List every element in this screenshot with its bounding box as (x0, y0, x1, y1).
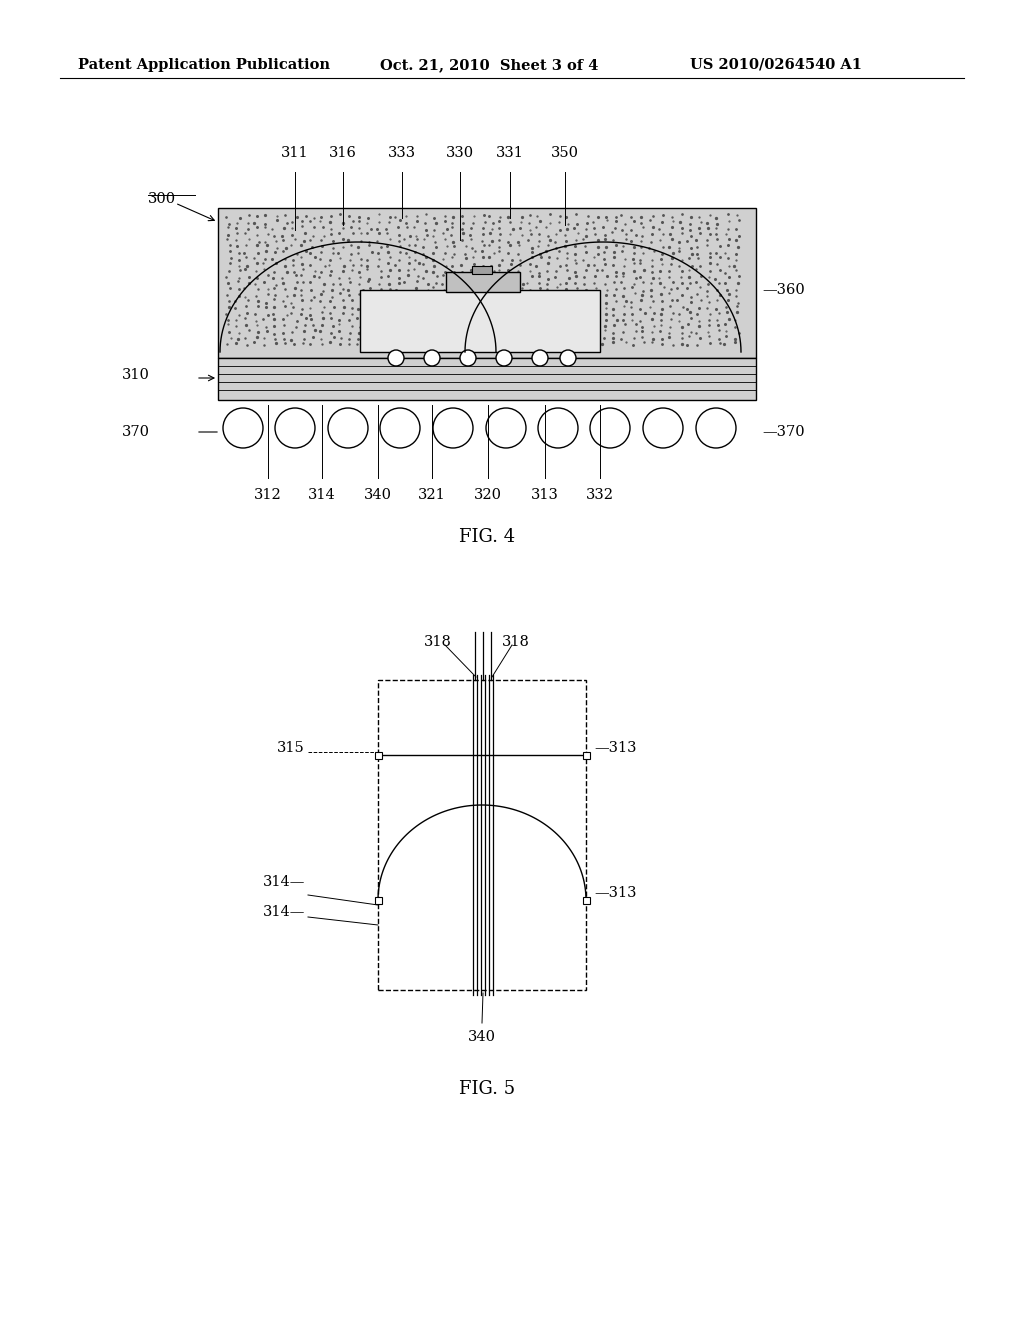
Text: 316: 316 (329, 147, 357, 160)
Circle shape (380, 408, 420, 447)
Text: 333: 333 (388, 147, 416, 160)
Bar (472, 267, 492, 275)
Circle shape (643, 408, 683, 447)
Text: US 2010/0264540 A1: US 2010/0264540 A1 (690, 58, 862, 73)
Text: 312: 312 (254, 488, 282, 502)
Text: FIG. 4: FIG. 4 (459, 528, 515, 546)
Circle shape (424, 350, 440, 366)
Text: 300: 300 (148, 191, 176, 206)
Text: 314—: 314— (262, 875, 305, 888)
Bar (378, 680, 586, 990)
Bar (446, 272, 520, 292)
Text: 314: 314 (308, 488, 336, 502)
Circle shape (275, 408, 315, 447)
Circle shape (590, 408, 630, 447)
Text: Oct. 21, 2010  Sheet 3 of 4: Oct. 21, 2010 Sheet 3 of 4 (380, 58, 598, 73)
Bar (218, 209, 756, 358)
Circle shape (328, 408, 368, 447)
Text: —313: —313 (594, 886, 637, 900)
Text: 332: 332 (586, 488, 614, 502)
Circle shape (460, 350, 476, 366)
Text: 318: 318 (424, 635, 452, 649)
Text: 350: 350 (551, 147, 579, 160)
Text: 340: 340 (468, 1030, 496, 1044)
Bar (360, 290, 600, 352)
Bar (375, 751, 382, 759)
Text: 370: 370 (122, 425, 150, 440)
Text: 315: 315 (278, 741, 305, 755)
Circle shape (486, 408, 526, 447)
Text: FIG. 5: FIG. 5 (459, 1080, 515, 1098)
Text: 310: 310 (122, 368, 150, 381)
Text: —360: —360 (762, 282, 805, 297)
Text: 331: 331 (496, 147, 524, 160)
Text: Patent Application Publication: Patent Application Publication (78, 58, 330, 73)
Bar (375, 896, 382, 903)
Circle shape (496, 350, 512, 366)
Text: 313: 313 (531, 488, 559, 502)
Text: 321: 321 (418, 488, 445, 502)
Text: 314—: 314— (262, 906, 305, 919)
Circle shape (532, 350, 548, 366)
Text: —313: —313 (594, 741, 637, 755)
Bar (218, 358, 756, 400)
Text: 330: 330 (445, 147, 474, 160)
Text: 340: 340 (364, 488, 392, 502)
Circle shape (560, 350, 575, 366)
Circle shape (388, 350, 404, 366)
Text: 318: 318 (502, 635, 530, 649)
Bar (583, 896, 590, 903)
Text: 311: 311 (282, 147, 309, 160)
Text: 320: 320 (474, 488, 502, 502)
Circle shape (223, 408, 263, 447)
Bar (583, 751, 590, 759)
Circle shape (696, 408, 736, 447)
Text: —370: —370 (762, 425, 805, 440)
Circle shape (538, 408, 578, 447)
Circle shape (433, 408, 473, 447)
